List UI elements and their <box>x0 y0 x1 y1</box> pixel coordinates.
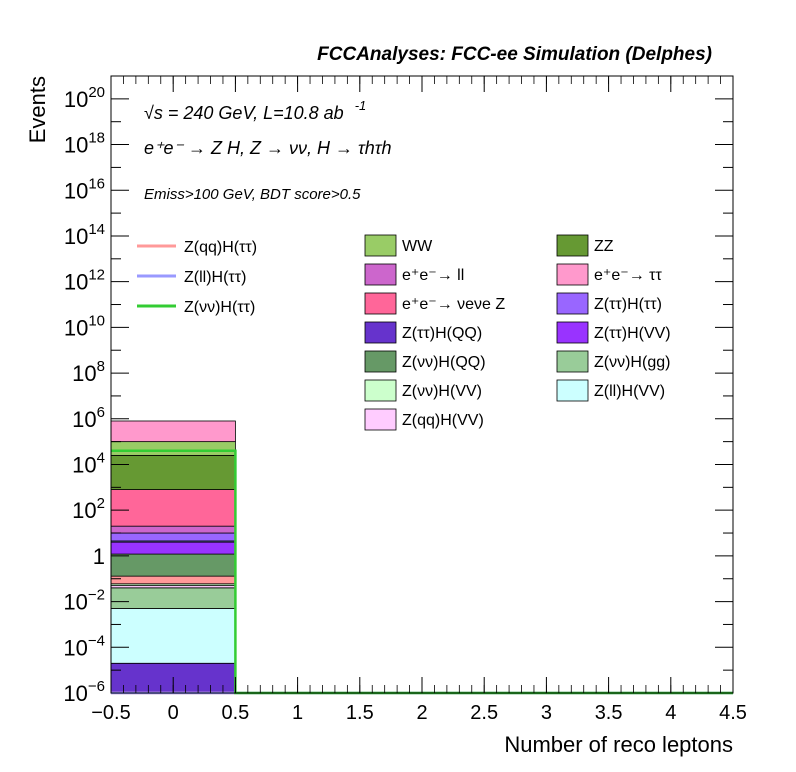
legend-box-label: Z(νν)H(gg) <box>594 354 670 371</box>
legend-box-swatch <box>556 379 589 402</box>
legend-box-swatch <box>364 379 397 402</box>
x-tick-label: 1.5 <box>346 702 374 724</box>
y-axis: 10−6 10−4 10−2 1 102 104 106 108 1010 1012 1014 101… <box>63 75 733 706</box>
annotation-energy-lumi-sup: -1 <box>355 98 367 113</box>
x-axis: −0.5 0 0.5 1 1.5 2 2.5 3 3.5 4 4.5 <box>91 76 747 724</box>
y-tick-label: 106 <box>72 404 105 432</box>
y-tick-label: 108 <box>72 358 105 386</box>
legend-box-label: Z(ll)H(VV) <box>594 383 665 400</box>
annotation-energy-lumi: √s = 240 GeV, L=10.8 ab -1 <box>144 98 366 123</box>
x-tick-label: 1 <box>292 702 303 724</box>
legend-box-label: WW <box>402 238 433 255</box>
stack-bar-10 <box>110 525 236 534</box>
legend-line-label: Z(ll)H(ττ) <box>184 269 246 286</box>
legend-box-label: ZZ <box>594 238 614 255</box>
legend-box-swatch <box>556 263 589 286</box>
legend-box-label: e⁺e⁻→ ττ <box>594 267 662 284</box>
legend-box-swatch <box>364 234 397 257</box>
x-tick-label: 0.5 <box>221 702 249 724</box>
legend-box-label: Z(νν)H(QQ) <box>402 354 486 371</box>
x-tick-label: 0 <box>168 702 179 724</box>
y-tick-label: 1016 <box>64 175 105 203</box>
legend-line-label: Z(νν)H(ττ) <box>184 299 255 316</box>
legend-box-label: Z(ττ)H(QQ) <box>402 325 482 342</box>
annotation-cuts: Emiss>100 GeV, BDT score>0.5 <box>144 186 361 203</box>
stack-bar-12 <box>110 454 236 490</box>
legend-line-label: Z(qq)H(ττ) <box>184 239 257 256</box>
x-tick-label: 3.5 <box>595 702 623 724</box>
stack-bar-11 <box>110 489 236 527</box>
y-tick-label: 10−4 <box>63 632 105 660</box>
y-tick-label: 1020 <box>64 84 105 112</box>
annotation-energy-lumi-text: √s = 240 GeV, L=10.8 ab <box>144 103 344 123</box>
legend-box-swatch <box>556 321 589 344</box>
stack-bar-2 <box>110 587 236 609</box>
stack-bar-13 <box>110 441 236 456</box>
legend-box-swatch <box>364 292 397 315</box>
y-tick-label: 1010 <box>64 312 105 340</box>
x-axis-label: Number of reco leptons <box>504 732 733 757</box>
legend-signal: Z(qq)H(ττ) Z(ll)H(ττ) Z(νν)H(ττ) <box>137 239 257 316</box>
y-tick-label: 10−2 <box>63 587 105 615</box>
x-tick-label: 2.5 <box>470 702 498 724</box>
legend-box-swatch <box>556 350 589 373</box>
y-tick-label: 102 <box>72 495 105 523</box>
legend-backgrounds: WW ZZ e⁺e⁻→ ll e⁺e⁻→ ττ e⁺e⁻→ νeνe Z Z(ττ)H(τ… <box>364 234 671 431</box>
legend-box-swatch <box>364 321 397 344</box>
y-tick-label: 10−6 <box>63 678 105 706</box>
legend-box-label: Z(νν)H(VV) <box>402 383 482 400</box>
stack-bar-14 <box>110 420 236 443</box>
legend-box-label: e⁺e⁻→ νeνe Z <box>402 296 505 313</box>
x-tick-label: 2 <box>416 702 427 724</box>
legend-box-swatch <box>556 234 589 257</box>
annotation-process: e⁺e⁻ → Z H, Z → νν, H → τhτh <box>144 138 392 158</box>
x-tick-label: −0.5 <box>91 702 130 724</box>
stack-bar-9 <box>110 532 236 542</box>
y-axis-label: Events <box>25 76 50 143</box>
stack-bar-6 <box>110 553 236 577</box>
legend-box-swatch <box>364 263 397 286</box>
x-tick-label: 4.5 <box>719 702 747 724</box>
stack-bar-5 <box>110 575 236 585</box>
y-tick-label: 1 <box>93 544 105 569</box>
legend-box-label: Z(ττ)H(ττ) <box>594 296 662 313</box>
x-tick-label: 3 <box>541 702 552 724</box>
legend-box-swatch <box>364 408 397 431</box>
legend-box-swatch <box>364 350 397 373</box>
stack-bar-7 <box>110 541 236 555</box>
y-tick-label: 1012 <box>64 267 105 295</box>
legend-box-label: e⁺e⁻→ ll <box>402 267 464 284</box>
y-tick-label: 104 <box>72 449 105 477</box>
legend-box-label: Z(qq)H(VV) <box>402 412 484 429</box>
stacked-histogram <box>110 420 236 694</box>
legend-box-swatch <box>556 292 589 315</box>
chart-title: FCCAnalyses: FCC-ee Simulation (Delphes) <box>317 44 712 65</box>
x-tick-label: 4 <box>665 702 676 724</box>
y-tick-label: 1014 <box>64 221 105 249</box>
stack-bar-1 <box>110 608 236 664</box>
legend-box-label: Z(ττ)H(VV) <box>594 325 671 342</box>
y-tick-label: 1018 <box>64 130 105 158</box>
